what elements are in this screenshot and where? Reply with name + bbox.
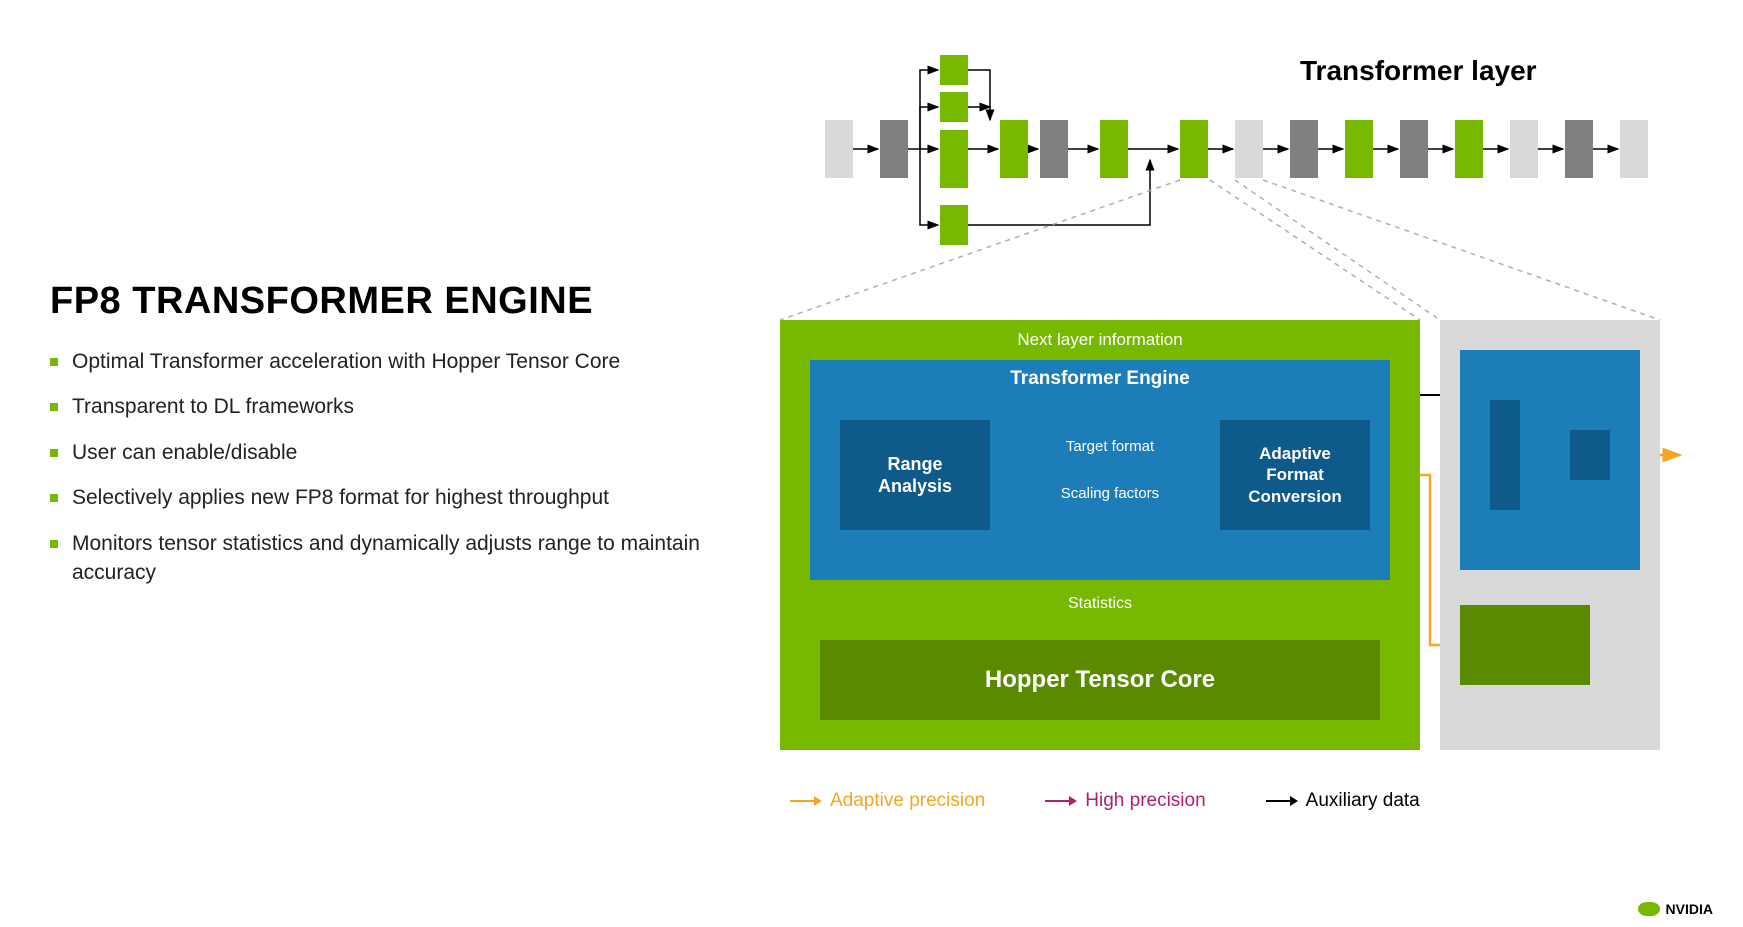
nvidia-eye-icon [1638, 902, 1660, 916]
bullet-item: Selectively applies new FP8 format for h… [50, 483, 730, 512]
scaling-factors-label: Scaling factors [1020, 485, 1200, 502]
legend-adaptive-label: Adaptive precision [830, 790, 985, 812]
transformer-layer-label: Transformer layer [1300, 55, 1537, 87]
next-layer-label: Next layer information [980, 330, 1220, 350]
branch-block [940, 130, 968, 188]
chain-block [1290, 120, 1318, 178]
chain-block [1565, 120, 1593, 178]
text-column: FP8 TRANSFORMER ENGINE Optimal Transform… [50, 280, 730, 603]
legend-aux: Auxiliary data [1266, 790, 1420, 812]
bullet-item: Transparent to DL frameworks [50, 392, 730, 421]
diagram: Transformer layer Range Analysis Adaptive… [780, 30, 1700, 850]
chain-block [1235, 120, 1263, 178]
nvidia-logo: NVIDIA [1638, 901, 1713, 917]
branch-block [940, 92, 968, 122]
chain-block [1400, 120, 1428, 178]
right-small-box [1490, 400, 1520, 510]
chain-block [1000, 120, 1028, 178]
legend-aux-label: Auxiliary data [1306, 790, 1420, 812]
chain-block [1345, 120, 1373, 178]
legend-adaptive: Adaptive precision [790, 790, 985, 812]
chain-block [1510, 120, 1538, 178]
bullet-item: Optimal Transformer acceleration with Ho… [50, 347, 730, 376]
range-analysis-box: Range Analysis [840, 420, 990, 530]
chain-block [1455, 120, 1483, 178]
engine-label: Transformer Engine [980, 368, 1220, 390]
right-green-box [1460, 605, 1590, 685]
legend-high: High precision [1045, 790, 1205, 812]
branch-block [940, 205, 968, 245]
chain-block [880, 120, 908, 178]
chain-block [825, 120, 853, 178]
chain-block [1100, 120, 1128, 178]
hopper-box: Hopper Tensor Core [820, 640, 1380, 720]
target-format-label: Target format [1020, 438, 1200, 455]
nvidia-text: NVIDIA [1666, 901, 1713, 917]
chain-block [1040, 120, 1068, 178]
bullet-list: Optimal Transformer acceleration with Ho… [50, 347, 730, 587]
statistics-label: Statistics [1030, 595, 1170, 613]
afc-box: Adaptive Format Conversion [1220, 420, 1370, 530]
right-small-box [1570, 430, 1610, 480]
chain-block [1180, 120, 1208, 178]
bullet-item: User can enable/disable [50, 438, 730, 467]
legend-high-label: High precision [1085, 790, 1205, 812]
chain-block [1620, 120, 1648, 178]
slide-title: FP8 TRANSFORMER ENGINE [50, 280, 730, 323]
branch-block [940, 55, 968, 85]
right-blue-box [1460, 350, 1640, 570]
legend: Adaptive precision High precision Auxili… [790, 790, 1420, 812]
bullet-item: Monitors tensor statistics and dynamical… [50, 529, 730, 588]
